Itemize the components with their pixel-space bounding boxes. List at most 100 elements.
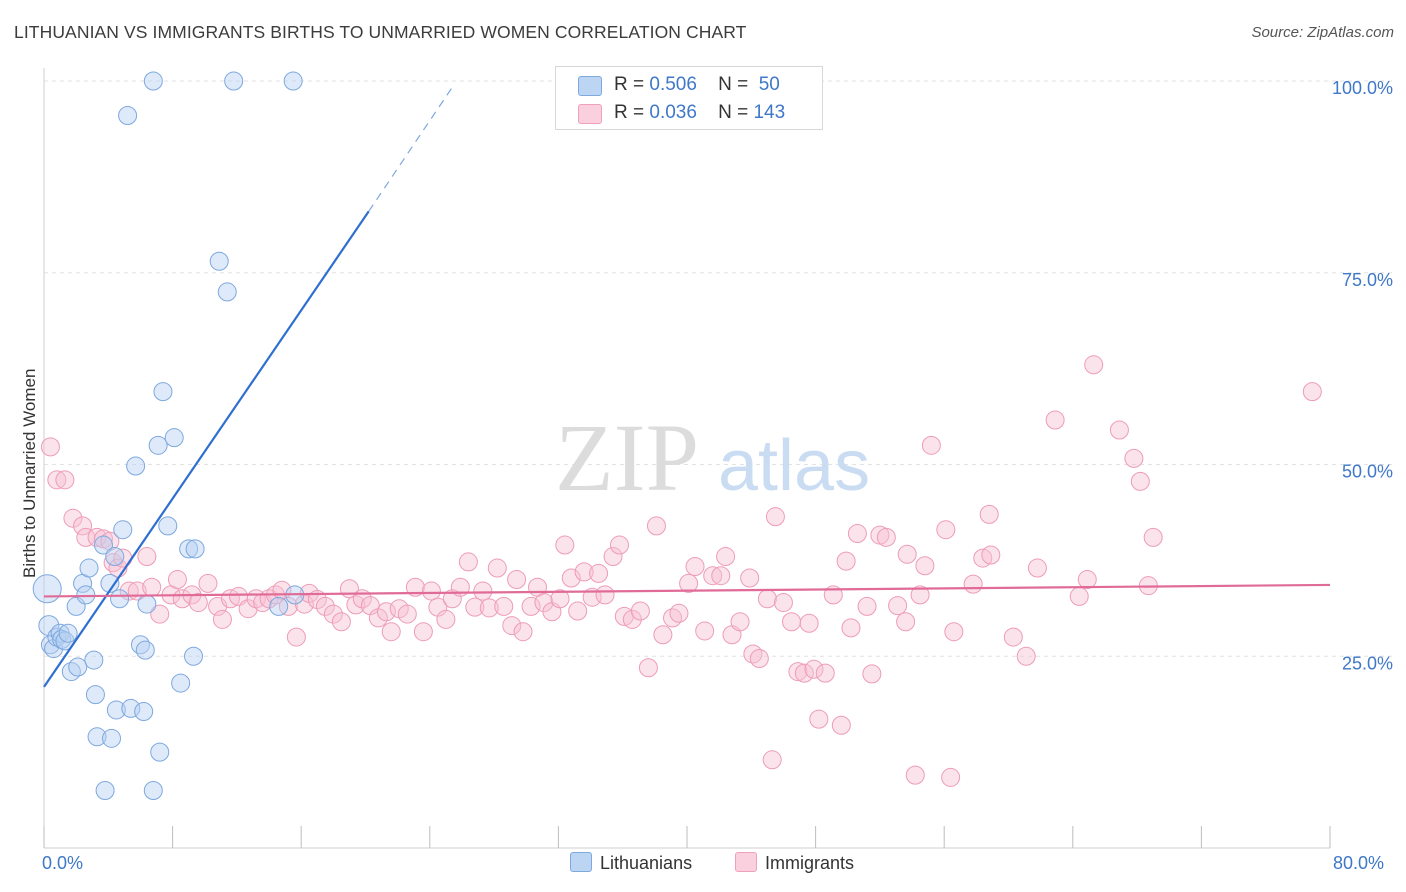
- data-point: [555, 535, 575, 555]
- data-point: [857, 596, 877, 616]
- data-point: [1027, 558, 1047, 578]
- data-point: [487, 558, 507, 578]
- data-point: [788, 662, 808, 682]
- immigrants-legend-swatch: [735, 852, 757, 872]
- data-point: [269, 596, 289, 616]
- data-point: [73, 516, 93, 536]
- n-label: N =: [718, 102, 749, 123]
- data-point: [158, 516, 178, 536]
- data-point: [479, 598, 499, 618]
- n-value-lithuanians: 50: [758, 74, 780, 95]
- data-point: [183, 646, 203, 666]
- data-point: [757, 589, 777, 609]
- data-point: [55, 470, 75, 490]
- data-point: [137, 547, 157, 567]
- n-label: N =: [718, 74, 749, 95]
- stats-legend: R = 0.506 N = 50 R = 0.036 N = 143: [555, 66, 823, 130]
- data-point: [413, 622, 433, 642]
- data-point: [622, 609, 642, 629]
- data-point: [167, 570, 187, 590]
- data-point: [941, 767, 961, 787]
- data-point: [153, 382, 173, 402]
- immigrants-swatch: [578, 104, 602, 124]
- data-point: [118, 106, 138, 126]
- data-point: [568, 601, 588, 621]
- data-point: [381, 622, 401, 642]
- data-point: [669, 603, 689, 623]
- data-point: [981, 545, 1001, 565]
- data-point: [589, 563, 609, 583]
- data-point: [1016, 646, 1036, 666]
- data-point: [198, 573, 218, 593]
- legend-item-immigrants: Immigrants: [735, 852, 854, 874]
- data-point: [603, 547, 623, 567]
- data-point: [762, 750, 782, 770]
- data-point: [113, 520, 133, 540]
- data-point: [150, 742, 170, 762]
- data-point: [740, 568, 760, 588]
- data-point: [1045, 410, 1065, 430]
- data-point: [550, 589, 570, 609]
- data-point: [799, 613, 819, 633]
- data-point: [1003, 627, 1023, 647]
- data-point: [121, 698, 141, 718]
- data-point: [185, 539, 205, 559]
- data-point: [465, 597, 485, 617]
- data-point: [238, 599, 258, 619]
- data-point: [910, 585, 930, 605]
- watermark: ZIP atlas: [555, 404, 870, 511]
- data-point: [730, 612, 750, 632]
- data-point: [809, 709, 829, 729]
- data-point: [102, 728, 122, 748]
- data-point: [1130, 471, 1150, 491]
- data-point: [164, 428, 184, 448]
- data-point: [711, 566, 731, 586]
- data-point: [815, 663, 835, 683]
- data-point: [507, 570, 527, 590]
- data-point: [921, 435, 941, 455]
- data-point: [521, 596, 541, 616]
- data-point: [421, 581, 441, 601]
- r-label: R =: [614, 74, 645, 95]
- data-point: [703, 566, 723, 586]
- data-point: [847, 524, 867, 544]
- data-point: [331, 612, 351, 632]
- y-tick-label: 75.0%: [1342, 270, 1393, 290]
- data-point: [936, 520, 956, 540]
- data-point: [95, 780, 115, 800]
- data-point: [1084, 355, 1104, 375]
- chart-title: LITHUANIAN VS IMMIGRANTS BIRTHS TO UNMAR…: [14, 22, 747, 42]
- data-point: [1109, 420, 1129, 440]
- data-point: [494, 596, 514, 616]
- r-value-immigrants: 0.036: [649, 102, 697, 123]
- data-point: [143, 71, 163, 91]
- data-point: [595, 585, 615, 605]
- data-point: [458, 552, 478, 572]
- legend-label-immigrants: Immigrants: [765, 853, 855, 873]
- data-point: [134, 701, 154, 721]
- data-point: [915, 556, 935, 576]
- data-point: [315, 596, 335, 616]
- data-point: [905, 765, 925, 785]
- data-point: [148, 435, 168, 455]
- data-point: [217, 282, 237, 302]
- trend-lines: [43, 84, 1331, 688]
- data-point: [773, 593, 793, 613]
- y-tick-labels: 25.0% 50.0% 75.0% 100.0%: [1332, 78, 1393, 673]
- data-point: [63, 508, 83, 528]
- data-point: [179, 539, 199, 559]
- data-point: [79, 558, 99, 578]
- data-point: [1302, 382, 1322, 402]
- data-point: [87, 727, 107, 747]
- data-point: [609, 535, 629, 555]
- data-point: [209, 251, 229, 271]
- r-label: R =: [614, 102, 645, 123]
- data-point: [862, 664, 882, 684]
- x-tick-max: 80.0%: [1333, 853, 1385, 873]
- data-point: [376, 602, 396, 622]
- data-point: [32, 574, 62, 604]
- data-point: [135, 640, 155, 660]
- data-point: [143, 780, 163, 800]
- data-point: [436, 609, 456, 629]
- data-point: [286, 627, 306, 647]
